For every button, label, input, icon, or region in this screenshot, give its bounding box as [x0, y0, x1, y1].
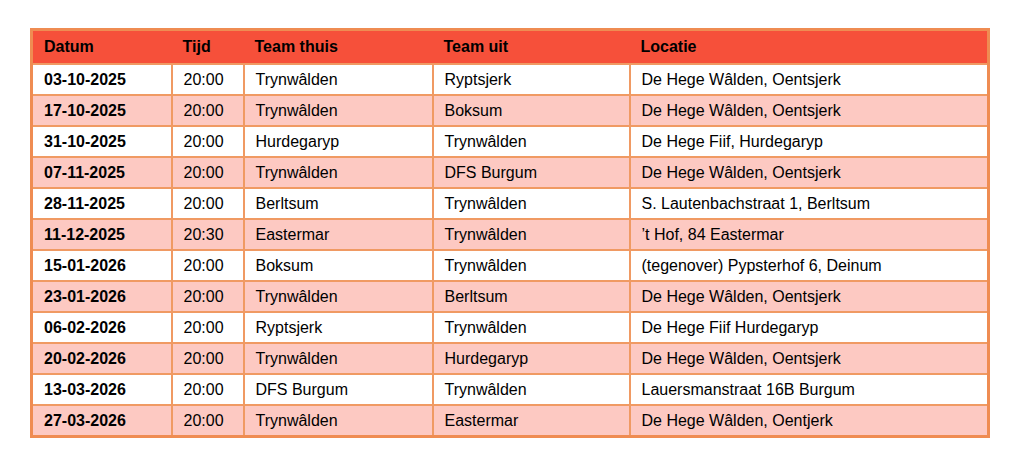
cell-team-uit: Trynwâlden — [433, 250, 630, 281]
cell-team-thuis: Trynwâlden — [244, 157, 433, 188]
cell-locatie: De Hege Wâlden, Oentsjerk — [630, 95, 989, 126]
cell-locatie: De Hege Wâlden, Oentsjerk — [630, 343, 989, 374]
column-header-team-thuis: Team thuis — [244, 30, 433, 65]
cell-locatie: De Hege Wâlden, Oentsjerk — [630, 64, 989, 95]
cell-tijd: 20:00 — [172, 95, 244, 126]
table-row: 28-11-202520:00BerltsumTrynwâldenS. Laut… — [32, 188, 989, 219]
table-row: 17-10-202520:00TrynwâldenBoksumDe Hege W… — [32, 95, 989, 126]
cell-team-uit: Trynwâlden — [433, 312, 630, 343]
cell-team-uit: DFS Burgum — [433, 157, 630, 188]
cell-locatie: De Hege Fiif Hurdegaryp — [630, 312, 989, 343]
cell-locatie: De Hege Wâlden, Oentjerk — [630, 405, 989, 437]
cell-datum: 17-10-2025 — [32, 95, 172, 126]
cell-team-uit: Trynwâlden — [433, 374, 630, 405]
cell-team-thuis: Berltsum — [244, 188, 433, 219]
cell-datum: 15-01-2026 — [32, 250, 172, 281]
cell-tijd: 20:00 — [172, 250, 244, 281]
cell-team-uit: Boksum — [433, 95, 630, 126]
cell-tijd: 20:00 — [172, 374, 244, 405]
cell-locatie: De Hege Fiif, Hurdegaryp — [630, 126, 989, 157]
cell-datum: 28-11-2025 — [32, 188, 172, 219]
cell-locatie: De Hege Wâlden, Oentsjerk — [630, 157, 989, 188]
cell-datum: 31-10-2025 — [32, 126, 172, 157]
cell-datum: 03-10-2025 — [32, 64, 172, 95]
cell-team-thuis: DFS Burgum — [244, 374, 433, 405]
cell-locatie: (tegenover) Pypsterhof 6, Deinum — [630, 250, 989, 281]
table-row: 06-02-202620:00RyptsjerkTrynwâldenDe Heg… — [32, 312, 989, 343]
table-body: 03-10-202520:00TrynwâldenRyptsjerkDe Heg… — [32, 64, 989, 437]
cell-team-uit: Trynwâlden — [433, 126, 630, 157]
table-row: 03-10-202520:00TrynwâldenRyptsjerkDe Heg… — [32, 64, 989, 95]
cell-team-thuis: Eastermar — [244, 219, 433, 250]
cell-tijd: 20:00 — [172, 157, 244, 188]
table-row: 15-01-202620:00BoksumTrynwâlden(tegenove… — [32, 250, 989, 281]
cell-tijd: 20:00 — [172, 281, 244, 312]
cell-datum: 11-12-2025 — [32, 219, 172, 250]
cell-team-thuis: Trynwâlden — [244, 64, 433, 95]
cell-datum: 27-03-2026 — [32, 405, 172, 437]
cell-team-uit: Eastermar — [433, 405, 630, 437]
column-header-locatie: Locatie — [630, 30, 989, 65]
table-row: 20-02-202620:00TrynwâldenHurdegarypDe He… — [32, 343, 989, 374]
cell-tijd: 20:00 — [172, 64, 244, 95]
cell-locatie: Lauersmanstraat 16B Burgum — [630, 374, 989, 405]
cell-team-uit: Hurdegaryp — [433, 343, 630, 374]
table-header-row: Datum Tijd Team thuis Team uit Locatie — [32, 30, 989, 65]
cell-datum: 13-03-2026 — [32, 374, 172, 405]
table-row: 11-12-202520:30EastermarTrynwâlden’t Hof… — [32, 219, 989, 250]
cell-datum: 06-02-2026 — [32, 312, 172, 343]
cell-team-uit: Trynwâlden — [433, 219, 630, 250]
cell-tijd: 20:00 — [172, 188, 244, 219]
cell-tijd: 20:00 — [172, 405, 244, 437]
cell-team-thuis: Hurdegaryp — [244, 126, 433, 157]
cell-team-uit: Trynwâlden — [433, 188, 630, 219]
table-row: 23-01-202620:00TrynwâldenBerltsumDe Hege… — [32, 281, 989, 312]
cell-datum: 23-01-2026 — [32, 281, 172, 312]
cell-team-thuis: Trynwâlden — [244, 281, 433, 312]
document-page: Datum Tijd Team thuis Team uit Locatie 0… — [0, 0, 1024, 471]
cell-tijd: 20:00 — [172, 343, 244, 374]
table-row: 27-03-202620:00TrynwâldenEastermarDe Heg… — [32, 405, 989, 437]
cell-datum: 20-02-2026 — [32, 343, 172, 374]
cell-team-uit: Ryptsjerk — [433, 64, 630, 95]
table-row: 13-03-202620:00DFS BurgumTrynwâldenLauer… — [32, 374, 989, 405]
cell-tijd: 20:30 — [172, 219, 244, 250]
cell-team-thuis: Trynwâlden — [244, 405, 433, 437]
cell-locatie: De Hege Wâlden, Oentsjerk — [630, 281, 989, 312]
column-header-tijd: Tijd — [172, 30, 244, 65]
cell-team-thuis: Trynwâlden — [244, 343, 433, 374]
cell-team-thuis: Trynwâlden — [244, 95, 433, 126]
cell-locatie: ’t Hof, 84 Eastermar — [630, 219, 989, 250]
cell-tijd: 20:00 — [172, 312, 244, 343]
table-row: 31-10-202520:00HurdegarypTrynwâldenDe He… — [32, 126, 989, 157]
column-header-datum: Datum — [32, 30, 172, 65]
cell-team-thuis: Boksum — [244, 250, 433, 281]
match-schedule-table: Datum Tijd Team thuis Team uit Locatie 0… — [30, 28, 990, 438]
cell-tijd: 20:00 — [172, 126, 244, 157]
cell-team-thuis: Ryptsjerk — [244, 312, 433, 343]
column-header-team-uit: Team uit — [433, 30, 630, 65]
cell-locatie: S. Lautenbachstraat 1, Berltsum — [630, 188, 989, 219]
cell-datum: 07-11-2025 — [32, 157, 172, 188]
cell-team-uit: Berltsum — [433, 281, 630, 312]
table-row: 07-11-202520:00TrynwâldenDFS BurgumDe He… — [32, 157, 989, 188]
